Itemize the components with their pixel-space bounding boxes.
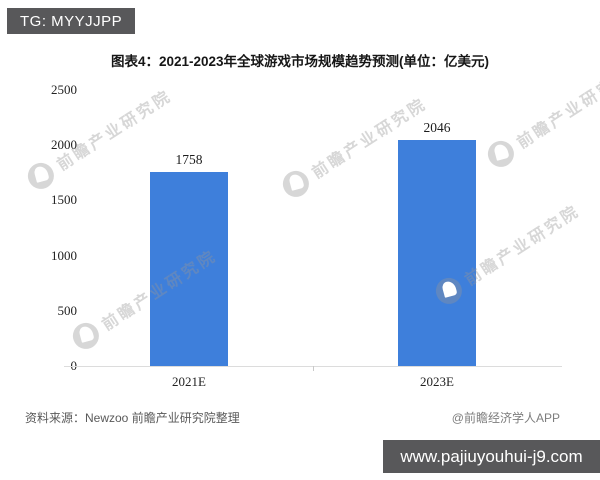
telegram-badge-label: TG: MYYJJPP: [20, 12, 123, 30]
website-footer: www.pajiuyouhui-j9.com: [383, 440, 600, 473]
y-axis-tick-label: 1500: [51, 192, 77, 208]
chart-title: 图表4：2021-2023年全球游戏市场规模趋势预测(单位：亿美元): [110, 54, 490, 69]
bar-value-label: 2046: [423, 120, 451, 136]
y-axis-tick-label: 2000: [51, 137, 77, 153]
bar-2021E: [150, 171, 228, 366]
y-axis-tick-label: 500: [57, 302, 78, 318]
credit-note: @前瞻经济学人APP: [451, 411, 560, 425]
source-note: 资料来源：Newzoo 前瞻产业研究院整理: [25, 411, 240, 425]
x-axis-category-label: 2021E: [172, 374, 206, 389]
y-axis-tick-label: 1000: [51, 247, 77, 263]
y-axis-tick-label: 0: [25, 358, 78, 374]
website-url: www.pajiuyouhui-j9.com: [400, 446, 583, 466]
telegram-badge: TG: MYYJJPP: [7, 8, 136, 34]
y-axis-tick-label: 2500: [51, 82, 77, 97]
x-axis-category-label: 2023E: [420, 374, 454, 389]
bar-value-label: 1758: [175, 151, 203, 167]
x-axis-tick: [313, 366, 314, 371]
bar-2023E: [398, 140, 476, 366]
